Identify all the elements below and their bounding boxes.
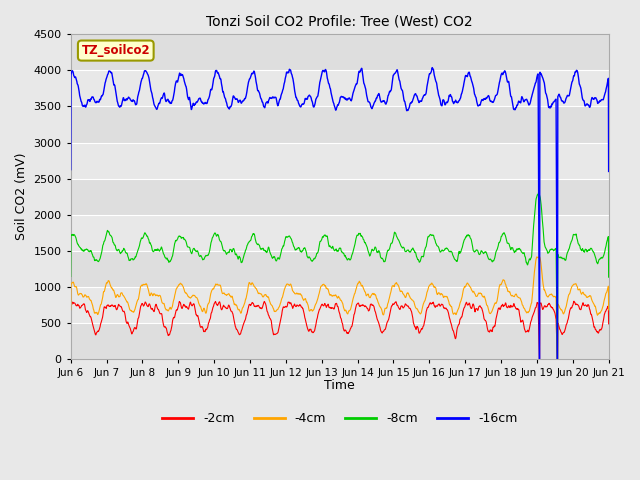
X-axis label: Time: Time [324, 379, 355, 392]
Bar [70, 179, 609, 215]
Bar [70, 323, 609, 359]
Text: TZ_soilco2: TZ_soilco2 [81, 44, 150, 57]
Title: Tonzi Soil CO2 Profile: Tree (West) CO2: Tonzi Soil CO2 Profile: Tree (West) CO2 [206, 15, 473, 29]
Legend: -2cm, -4cm, -8cm, -16cm: -2cm, -4cm, -8cm, -16cm [157, 408, 522, 431]
Y-axis label: Soil CO2 (mV): Soil CO2 (mV) [15, 153, 28, 240]
Bar [70, 107, 609, 143]
Bar [70, 35, 609, 71]
Bar [70, 251, 609, 287]
